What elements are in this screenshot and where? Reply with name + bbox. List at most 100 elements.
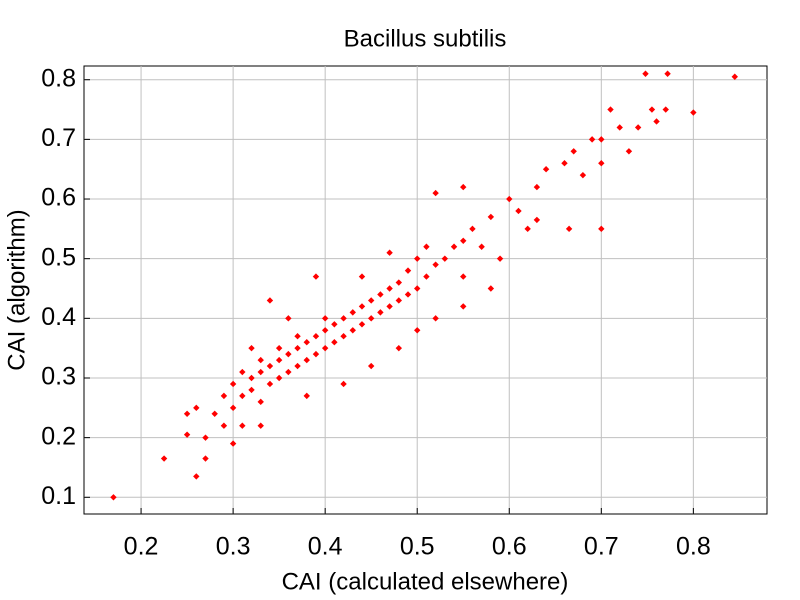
scatter-point bbox=[432, 261, 439, 268]
scatter-point bbox=[303, 338, 310, 346]
y-tick-label: 0.1 bbox=[41, 482, 76, 510]
scatter-point bbox=[395, 297, 403, 304]
scatter-point bbox=[312, 350, 320, 358]
scatter-point bbox=[110, 494, 117, 501]
scatter-point bbox=[367, 315, 375, 322]
scatter-point bbox=[239, 422, 246, 429]
scatter-point bbox=[294, 333, 301, 340]
scatter-point bbox=[321, 327, 329, 334]
scatter-point bbox=[266, 380, 274, 388]
scatter-point bbox=[285, 350, 292, 358]
scatter-point bbox=[616, 124, 623, 131]
scatter-point bbox=[664, 70, 671, 77]
x-tick-label: 0.6 bbox=[492, 533, 527, 561]
scatter-point bbox=[229, 440, 237, 447]
scatter-point bbox=[340, 315, 347, 322]
x-tick-label: 0.4 bbox=[308, 533, 343, 561]
scatter-point bbox=[570, 148, 577, 155]
scatter-point bbox=[478, 243, 485, 250]
y-tick-label: 0.2 bbox=[41, 422, 76, 450]
scatter-point bbox=[414, 285, 421, 292]
scatter-point bbox=[414, 255, 421, 262]
scatter-point bbox=[220, 422, 228, 429]
x-tick-label: 0.3 bbox=[216, 533, 251, 561]
scatter-point bbox=[202, 455, 209, 462]
scatter-point bbox=[450, 243, 458, 250]
scatter-point bbox=[229, 380, 237, 388]
scatter-point bbox=[331, 338, 338, 346]
scatter-point bbox=[377, 309, 384, 316]
scatter-point bbox=[285, 315, 292, 322]
scatter-point bbox=[202, 434, 209, 441]
scatter-point bbox=[662, 106, 669, 113]
scatter-point bbox=[257, 356, 264, 364]
scatter-point bbox=[193, 404, 200, 412]
scatter-point bbox=[598, 225, 605, 233]
scatter-point bbox=[432, 315, 439, 322]
y-tick-label: 0.3 bbox=[41, 363, 76, 391]
scatter-point bbox=[266, 362, 274, 370]
scatter-point bbox=[257, 422, 264, 429]
x-tick-label: 0.8 bbox=[676, 533, 711, 561]
scatter-point bbox=[220, 392, 228, 400]
scatter-point bbox=[731, 73, 738, 80]
y-tick-label: 0.8 bbox=[41, 64, 76, 92]
scatter-point bbox=[642, 70, 649, 77]
scatter-point bbox=[460, 237, 467, 244]
scatter-point bbox=[160, 455, 168, 462]
x-tick-label: 0.2 bbox=[124, 533, 159, 561]
scatter-point bbox=[533, 183, 541, 191]
scatter-point bbox=[183, 410, 191, 417]
scatter-point bbox=[377, 291, 384, 298]
scatter-point bbox=[321, 344, 329, 352]
y-tick-label: 0.7 bbox=[41, 124, 76, 152]
scatter-point bbox=[312, 273, 320, 280]
scatter-point bbox=[349, 309, 356, 316]
scatter-point bbox=[294, 344, 301, 352]
scatter-point bbox=[395, 344, 403, 352]
scatter-point bbox=[275, 344, 283, 352]
scatter-point bbox=[561, 160, 568, 167]
scatter-point bbox=[607, 106, 614, 113]
scatter-point bbox=[506, 195, 513, 203]
scatter-point bbox=[432, 189, 439, 197]
scatter-point bbox=[496, 255, 504, 262]
scatter-point bbox=[414, 327, 421, 334]
scatter-point bbox=[460, 273, 467, 280]
scatter-point bbox=[598, 160, 605, 167]
scatter-point bbox=[690, 109, 697, 116]
scatter-point bbox=[441, 255, 449, 262]
scatter-point bbox=[275, 374, 283, 382]
scatter-point bbox=[625, 148, 633, 155]
scatter-point bbox=[423, 273, 430, 280]
scatter-point bbox=[386, 285, 393, 292]
scatter-point bbox=[386, 303, 393, 310]
scatter-point bbox=[358, 321, 366, 328]
scatter-point bbox=[211, 410, 218, 417]
scatter-point bbox=[358, 303, 366, 310]
scatter-point bbox=[565, 225, 573, 233]
scatter-point bbox=[229, 404, 237, 412]
scatter-point bbox=[634, 124, 642, 131]
y-axis-label: CAI (algorithm) bbox=[3, 209, 30, 370]
scatter-point bbox=[193, 473, 200, 480]
scatter-point bbox=[266, 297, 274, 304]
scatter-point bbox=[248, 374, 255, 382]
x-tick-label: 0.5 bbox=[400, 533, 435, 561]
y-tick-label: 0.4 bbox=[41, 303, 76, 331]
scatter-point bbox=[367, 297, 375, 304]
scatter-point bbox=[358, 273, 366, 280]
scatter-point bbox=[285, 368, 292, 376]
scatter-point bbox=[367, 362, 375, 370]
y-tick-label: 0.6 bbox=[41, 184, 76, 212]
y-tick-label: 0.5 bbox=[41, 243, 76, 271]
scatter-point bbox=[340, 380, 347, 388]
plot-area bbox=[83, 65, 768, 515]
scatter-point bbox=[542, 166, 550, 173]
scatter-point bbox=[248, 386, 255, 394]
scatter-point bbox=[588, 136, 596, 143]
x-tick-label: 0.7 bbox=[584, 533, 619, 561]
scatter-point bbox=[598, 136, 605, 143]
scatter-point bbox=[460, 183, 467, 191]
scatter-point bbox=[386, 249, 393, 256]
